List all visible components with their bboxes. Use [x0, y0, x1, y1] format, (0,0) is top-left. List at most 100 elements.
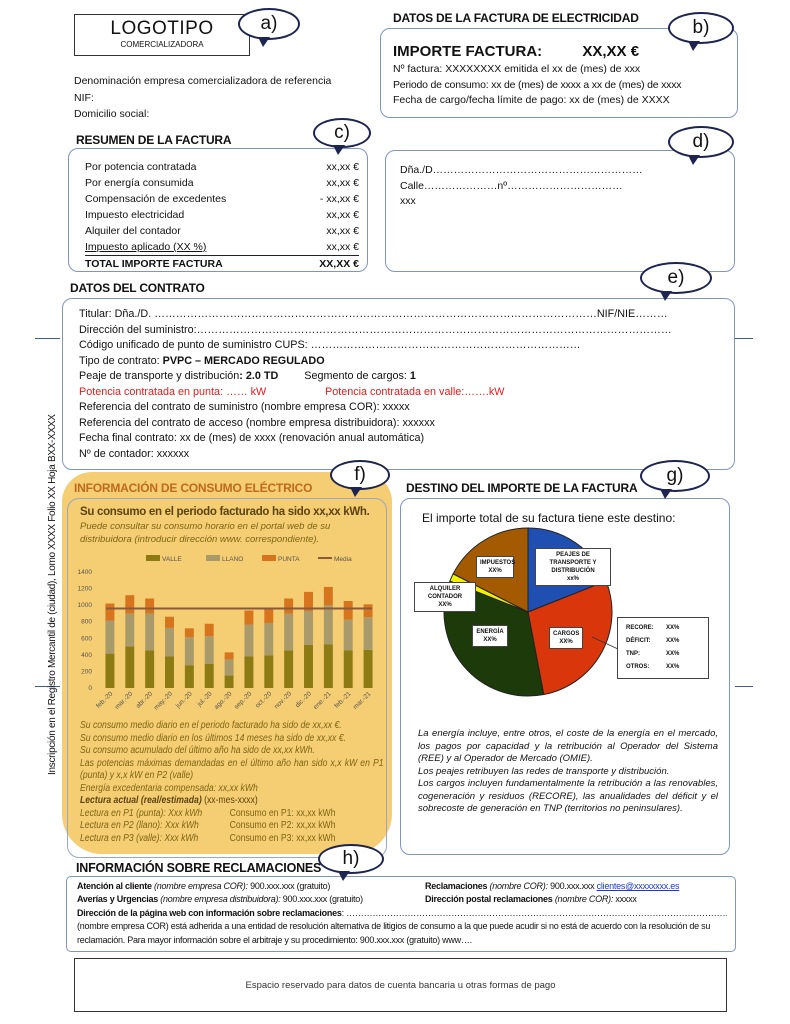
claims-section-title: INFORMACIÓN SOBRE RECLAMACIONES — [76, 861, 322, 875]
callout-a: a) — [238, 8, 300, 47]
invoice-box: IMPORTE FACTURA: XX,XX € Nº factura: XXX… — [380, 28, 738, 118]
bar-segment-llano — [165, 627, 174, 657]
bar-segment-punta — [165, 616, 174, 628]
x-tick-label: mar.-21 — [352, 690, 373, 711]
breakdowns-contact: Averías y Urgencias (nombre empresa dist… — [77, 894, 363, 905]
bar-segment-valle — [204, 663, 214, 688]
peaje-label: Peaje de transporte y distribución — [79, 370, 240, 382]
bar-segment-valle — [105, 653, 115, 688]
breakdown-row: RECORE: XX% — [626, 625, 680, 631]
claims-web: Dirección de la página web con informaci… — [77, 907, 727, 918]
note-max-power: Las potencias máximas demandadas en el ú… — [80, 757, 384, 782]
bar-segment-valle — [304, 644, 313, 688]
bar-segment-punta — [125, 595, 135, 614]
postal-address: Dirección postal reclamaciones (nombre C… — [425, 894, 637, 905]
contract-potencias: Potencia contratada en punta: …… kW Poten… — [79, 385, 734, 401]
pie-label-impuestos: IMPUESTOS XX% — [476, 556, 515, 578]
contract-titular: Titular: Dña./D. ……………………………………………………………… — [79, 308, 668, 320]
note-daily-avg: Su consumo medio diario en el periodo fa… — [80, 720, 342, 731]
note-14m-avg: Su consumo medio diario en los últimos 1… — [80, 732, 346, 744]
bar-segment-llano — [224, 659, 234, 676]
breakdown-row: DÉFICIT: XX% — [626, 638, 680, 644]
consumption-section-title: INFORMACIÓN DE CONSUMO ELÉCTRICO — [74, 481, 313, 495]
bar-segment-llano — [284, 613, 294, 651]
reading-row: Lectura en P1 (punta): Xxx kWh Consumo en… — [80, 808, 384, 821]
bank-box: Espacio reservado para datos de cuenta b… — [74, 958, 727, 1012]
row-value: xx,xx € — [326, 161, 359, 173]
logo-box: LOGOTIPO COMERCIALIZADORA — [74, 14, 250, 56]
x-tick-label: ago.-20 — [213, 690, 234, 711]
bar-segment-punta — [105, 603, 115, 621]
summary-row: Impuesto electricidad xx,xx € — [69, 207, 359, 223]
company-name: Denominación empresa comercializadora de… — [74, 75, 332, 87]
contract-cups: Código unificado de punto de suministro … — [79, 339, 581, 351]
row-value: xx,xx € — [326, 241, 359, 253]
pie-label-energia: ENERGÍA XX% — [472, 625, 508, 647]
explanation-peajes: Los peajes retribuyen las redes de trans… — [418, 765, 670, 777]
bar-segment-punta — [145, 598, 155, 614]
bar-segment-punta — [323, 586, 333, 606]
x-tick-label: ene.-21 — [312, 690, 333, 711]
fold-mark — [735, 686, 753, 687]
fold-mark — [35, 686, 60, 687]
bar-segment-llano — [343, 619, 353, 651]
y-tick-label: 400 — [81, 652, 92, 659]
logo-title: LOGOTIPO — [110, 18, 214, 39]
bar-segment-punta — [264, 609, 274, 623]
y-tick-label: 200 — [81, 668, 92, 675]
address-box: Dña./D…………………………………………………… Calle…………………n… — [385, 150, 735, 272]
pie-label-alquiler: ALQUILER CONTADOR XX% — [414, 582, 476, 612]
consumo-p1: Consumo en P1: xx,xx kWh — [229, 807, 336, 819]
bar-segment-punta — [284, 598, 294, 614]
legend-swatch — [146, 555, 160, 561]
bank-text: Espacio reservado para datos de cuenta b… — [245, 979, 556, 991]
bar-segment-punta — [204, 623, 214, 637]
callout-e: e) — [640, 262, 712, 301]
y-tick-label: 800 — [81, 619, 92, 626]
bar-segment-valle — [284, 650, 294, 688]
reading-label: Lectura actual (real/estimada) — [80, 795, 202, 806]
x-tick-label: jun.-20 — [174, 690, 194, 710]
row-value: xx,xx € — [326, 225, 359, 237]
total-value: XX,XX € — [319, 258, 359, 270]
bar-segment-llano — [323, 605, 333, 645]
legend-label: Media — [334, 556, 352, 563]
company-nif: NIF: — [74, 91, 94, 104]
claims-email-link[interactable]: clientes@xxxxxxxx.es — [596, 881, 680, 891]
note-yearly: Su consumo acumulado del último año ha s… — [80, 745, 315, 756]
x-tick-label: dic.-20 — [294, 690, 313, 709]
bar-segment-valle — [343, 650, 353, 688]
destination-box — [400, 498, 730, 855]
y-tick-label: 1200 — [78, 586, 93, 593]
address-name: Dña./D…………………………………………………… — [400, 164, 643, 176]
legend-swatch — [262, 555, 276, 561]
bar-segment-llano — [264, 622, 274, 656]
destination-explanation: La energía incluye, entre otros, el cost… — [418, 728, 718, 816]
x-tick-label: oct.-20 — [254, 690, 273, 709]
segmento-value: 1 — [409, 370, 416, 382]
arbitration-text: (nombre empresa COR) está adherida a una… — [77, 921, 711, 945]
bar-segment-valle — [323, 644, 333, 688]
bar-segment-llano — [304, 610, 313, 645]
consumption-subline: Puede consultar su consumo horario en el… — [80, 521, 331, 545]
callout-d: d) — [668, 126, 734, 165]
consumption-notes: Su consumo medio diario en el periodo fa… — [80, 720, 384, 845]
company-info: Denominación empresa comercializadora de… — [74, 73, 331, 123]
summary-total-row: TOTAL IMPORTE FACTURA XX,XX € — [69, 256, 359, 272]
summary-row: Impuesto aplicado (XX %) xx,xx € — [85, 239, 359, 256]
row-value: xx,xx € — [326, 209, 359, 221]
bar-segment-valle — [264, 655, 274, 688]
breakdown-row: OTROS: XX% — [626, 664, 680, 670]
reading-p1: Lectura en P1 (punta): Xxx kWh — [80, 807, 203, 819]
bar-segment-valle — [145, 650, 155, 688]
bar-segment-llano — [105, 620, 115, 654]
bar-segment-valle — [224, 675, 234, 688]
claims-contact: Reclamaciones (nombre COR): 900.xxx.xxx … — [425, 881, 680, 891]
bar-segment-valle — [125, 646, 135, 688]
consumption-inner-frame — [67, 498, 387, 858]
invoice-number: Nº factura: XXXXXXXX emitida el xx de (m… — [393, 63, 641, 75]
summary-box: Por potencia contratada xx,xx € Por energ… — [68, 148, 368, 272]
x-tick-label: feb.-20 — [95, 690, 115, 710]
bar-segment-llano — [125, 613, 135, 647]
consumo-p2: Consumo en P2: xx,xx kWh — [229, 820, 336, 831]
